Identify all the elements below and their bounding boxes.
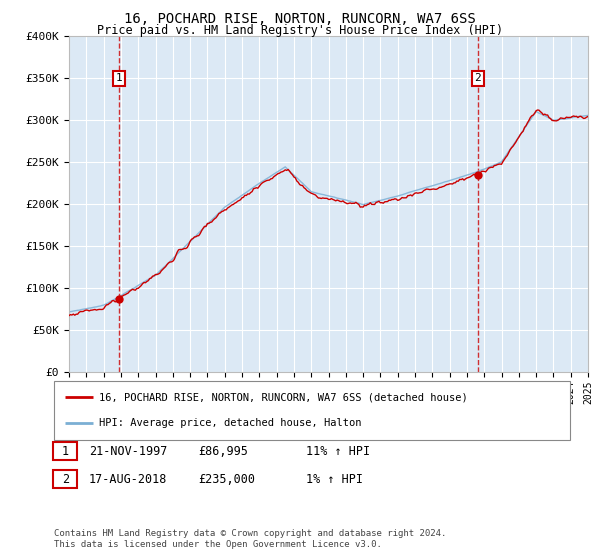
Text: 1: 1 (115, 73, 122, 83)
Text: 1% ↑ HPI: 1% ↑ HPI (306, 473, 363, 486)
Text: HPI: Average price, detached house, Halton: HPI: Average price, detached house, Halt… (99, 418, 361, 428)
Text: 2: 2 (475, 73, 481, 83)
Text: 1: 1 (62, 445, 69, 458)
Text: 16, POCHARD RISE, NORTON, RUNCORN, WA7 6SS (detached house): 16, POCHARD RISE, NORTON, RUNCORN, WA7 6… (99, 392, 468, 402)
Text: £235,000: £235,000 (198, 473, 255, 486)
Text: £86,995: £86,995 (198, 445, 248, 458)
Text: 11% ↑ HPI: 11% ↑ HPI (306, 445, 370, 458)
Text: Contains HM Land Registry data © Crown copyright and database right 2024.
This d: Contains HM Land Registry data © Crown c… (54, 529, 446, 549)
Text: 2: 2 (62, 473, 69, 486)
Text: 21-NOV-1997: 21-NOV-1997 (89, 445, 167, 458)
Text: Price paid vs. HM Land Registry's House Price Index (HPI): Price paid vs. HM Land Registry's House … (97, 24, 503, 36)
Text: 17-AUG-2018: 17-AUG-2018 (89, 473, 167, 486)
Text: 16, POCHARD RISE, NORTON, RUNCORN, WA7 6SS: 16, POCHARD RISE, NORTON, RUNCORN, WA7 6… (124, 12, 476, 26)
